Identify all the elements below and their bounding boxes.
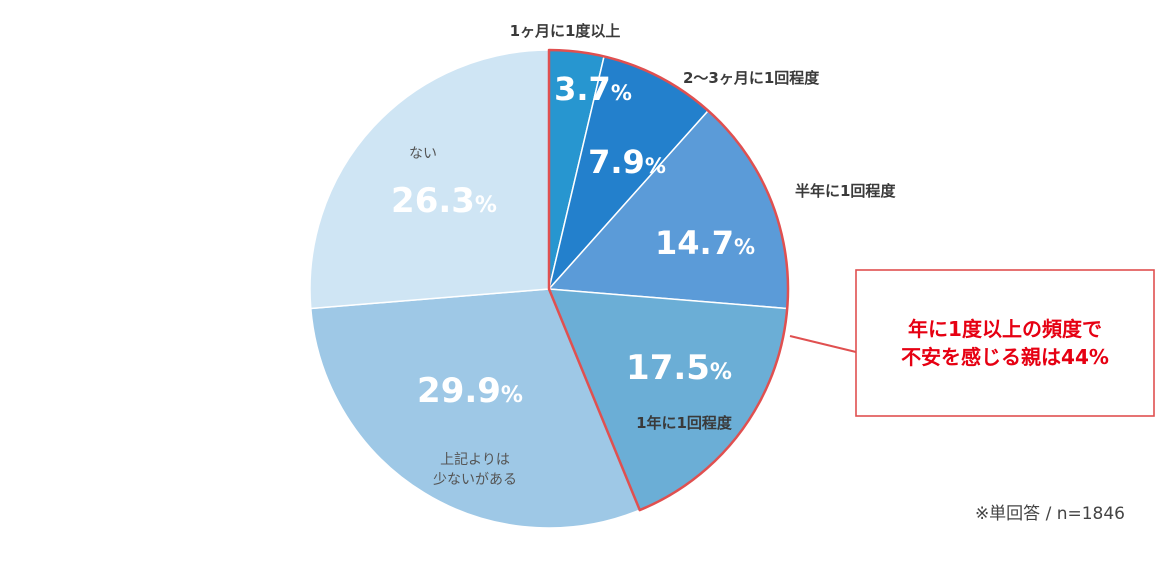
sample-note: ※単回答 / n=1846 xyxy=(975,504,1125,524)
slice-value-label: 17.5% xyxy=(626,348,732,388)
slice-category-label: 上記よりは少ないがある xyxy=(433,451,517,488)
slice-value-label: 3.7% xyxy=(554,70,632,108)
slice-category-label: 1ヶ月に1度以上 xyxy=(510,22,621,40)
slices-layer xyxy=(309,49,789,529)
pie-slice xyxy=(309,49,550,310)
slice-category-label: 半年に1回程度 xyxy=(795,182,896,200)
callout-line-1: 年に1度以上の頻度で xyxy=(908,317,1102,341)
highlight-outline-layer xyxy=(547,48,790,512)
slice-value-label: 7.9% xyxy=(588,143,666,181)
callout-box xyxy=(855,269,1155,417)
slice-value-label: 14.7% xyxy=(655,224,755,262)
pie-slice xyxy=(309,288,641,529)
callout-connector-line xyxy=(789,335,857,353)
slice-category-label: ない xyxy=(409,146,437,162)
slice-value-label: 26.3% xyxy=(391,181,497,221)
labels-layer: 3.7% 1ヶ月に1度以上 7.9% 2〜3ヶ月に1回程度 14.7% 半年に1回程度 17… xyxy=(391,22,896,488)
highlight-outline xyxy=(547,48,790,512)
callout-line-2: 不安を感じる親は44% xyxy=(901,345,1109,369)
slice-category-label: 2〜3ヶ月に1回程度 xyxy=(683,69,820,87)
slice-category-label: 1年に1回程度 xyxy=(636,414,733,432)
slice-value-label: 29.9% xyxy=(417,371,523,411)
